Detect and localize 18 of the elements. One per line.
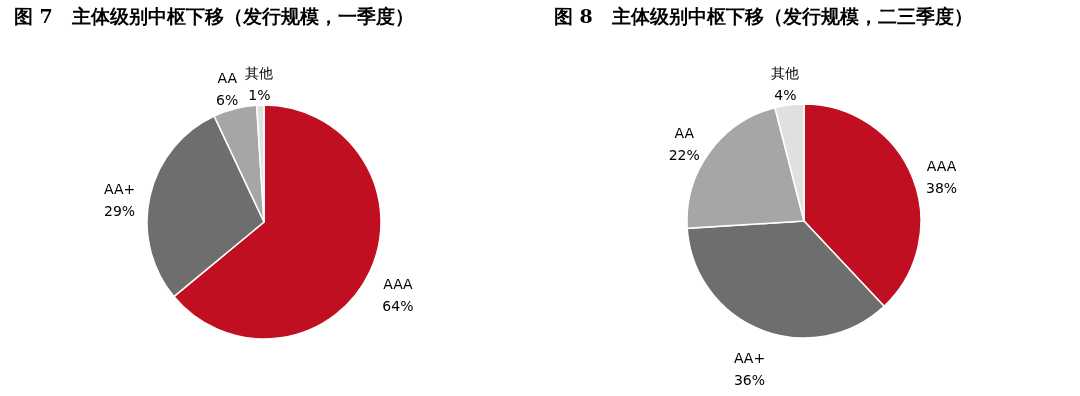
chart-title: 图 8 主体级别中枢下移（发行规模，二三季度） (554, 5, 973, 28)
data-label: 29% (104, 202, 136, 219)
data-label: 38% (926, 179, 958, 196)
slice-label: AA (674, 125, 695, 142)
slice-label: AA+ (103, 180, 136, 197)
slice-label: 其他 (771, 65, 800, 82)
chart-title: 图 7 主体级别中枢下移（发行规模，一季度） (14, 5, 414, 28)
data-label: 36% (733, 371, 766, 388)
slice-label: AAA (383, 276, 414, 293)
data-label: 64% (382, 298, 414, 315)
data-label: 6% (216, 91, 239, 108)
slice-label: AA (217, 69, 238, 86)
slice-label: AA+ (733, 349, 766, 366)
data-label: 22% (668, 147, 700, 164)
data-label: 4% (774, 87, 797, 104)
slice-label: 其他 (245, 65, 274, 82)
slice-label: AAA (926, 157, 957, 174)
data-label: 1% (248, 87, 271, 104)
